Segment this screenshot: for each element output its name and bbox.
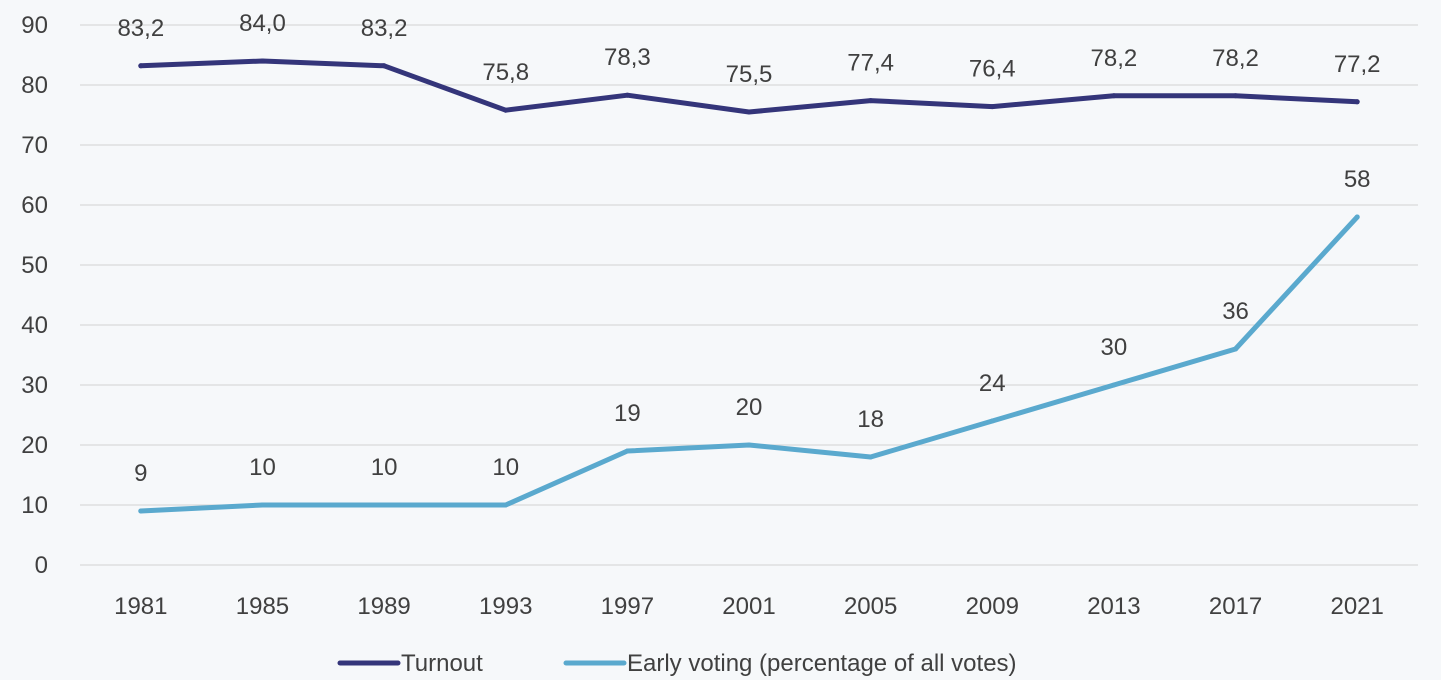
- data-label: 20: [736, 394, 763, 421]
- data-point: [138, 508, 144, 514]
- data-point: [1354, 99, 1360, 105]
- x-tick-label: 1981: [114, 593, 167, 620]
- y-tick-label: 10: [21, 492, 48, 519]
- data-label: 30: [1101, 334, 1128, 361]
- data-point: [624, 92, 630, 98]
- data-label: 83,2: [361, 15, 408, 42]
- y-tick-label: 90: [21, 12, 48, 39]
- y-tick-label: 60: [21, 192, 48, 219]
- data-point: [259, 502, 265, 508]
- x-tick-label: 1989: [357, 593, 410, 620]
- data-label: 76,4: [969, 56, 1016, 83]
- data-point: [259, 58, 265, 64]
- data-label: 18: [857, 406, 884, 433]
- x-tick-label: 2005: [844, 593, 897, 620]
- data-point: [868, 98, 874, 104]
- data-point: [1233, 93, 1239, 99]
- y-axis: 0 10 20 30 40 50 60 70 80 90: [21, 12, 48, 579]
- x-tick-label: 1997: [601, 593, 654, 620]
- data-label: 78,2: [1091, 45, 1138, 72]
- data-point: [138, 63, 144, 69]
- data-label: 10: [249, 454, 276, 481]
- data-point: [746, 442, 752, 448]
- legend-label: Early voting (percentage of all votes): [627, 650, 1017, 677]
- data-label: 77,2: [1334, 51, 1381, 78]
- data-point: [1111, 93, 1117, 99]
- data-point: [381, 63, 387, 69]
- y-tick-label: 50: [21, 252, 48, 279]
- data-point: [989, 104, 995, 110]
- legend-label: Turnout: [401, 650, 483, 677]
- data-point: [989, 418, 995, 424]
- x-tick-label: 2021: [1330, 593, 1383, 620]
- data-label: 58: [1344, 166, 1371, 193]
- data-point: [624, 448, 630, 454]
- data-label: 9: [134, 460, 147, 487]
- data-point: [868, 454, 874, 460]
- data-label: 10: [371, 454, 398, 481]
- x-axis: 1981 1985 1989 1993 1997 2001 2005 2009 2013 2017…: [114, 593, 1384, 620]
- series-lines: [138, 58, 1360, 514]
- legend: Turnout Early voting (percentage of all v…: [337, 650, 1017, 677]
- data-label: 75,5: [726, 61, 773, 88]
- x-tick-label: 2017: [1209, 593, 1262, 620]
- data-label: 10: [492, 454, 519, 481]
- data-label: 24: [979, 370, 1006, 397]
- data-label: 84,0: [239, 10, 286, 37]
- y-tick-label: 70: [21, 132, 48, 159]
- y-tick-label: 80: [21, 72, 48, 99]
- data-label: 78,3: [604, 44, 651, 71]
- data-label: 78,2: [1212, 45, 1259, 72]
- data-label: 75,8: [482, 59, 529, 86]
- data-point: [1354, 214, 1360, 220]
- y-tick-label: 20: [21, 432, 48, 459]
- data-label: 36: [1222, 298, 1249, 325]
- y-tick-label: 40: [21, 312, 48, 339]
- x-tick-label: 2001: [722, 593, 775, 620]
- data-point: [1111, 382, 1117, 388]
- data-point: [503, 107, 509, 113]
- data-labels: 83,2 84,0 83,2 75,8 78,3 75,5 77,4 76,4 78,2 78,2…: [117, 10, 1380, 487]
- x-tick-label: 2009: [966, 593, 1019, 620]
- x-tick-label: 1993: [479, 593, 532, 620]
- x-tick-label: 2013: [1087, 593, 1140, 620]
- series-line-1: [138, 214, 1360, 514]
- x-tick-label: 1985: [236, 593, 289, 620]
- data-label: 19: [614, 400, 641, 427]
- data-point: [503, 502, 509, 508]
- data-point: [381, 502, 387, 508]
- data-point: [1233, 346, 1239, 352]
- data-point: [746, 109, 752, 115]
- data-label: 83,2: [117, 15, 164, 42]
- y-tick-label: 0: [35, 552, 48, 579]
- y-tick-label: 30: [21, 372, 48, 399]
- gridlines: [80, 24, 1418, 566]
- data-label: 77,4: [847, 50, 894, 77]
